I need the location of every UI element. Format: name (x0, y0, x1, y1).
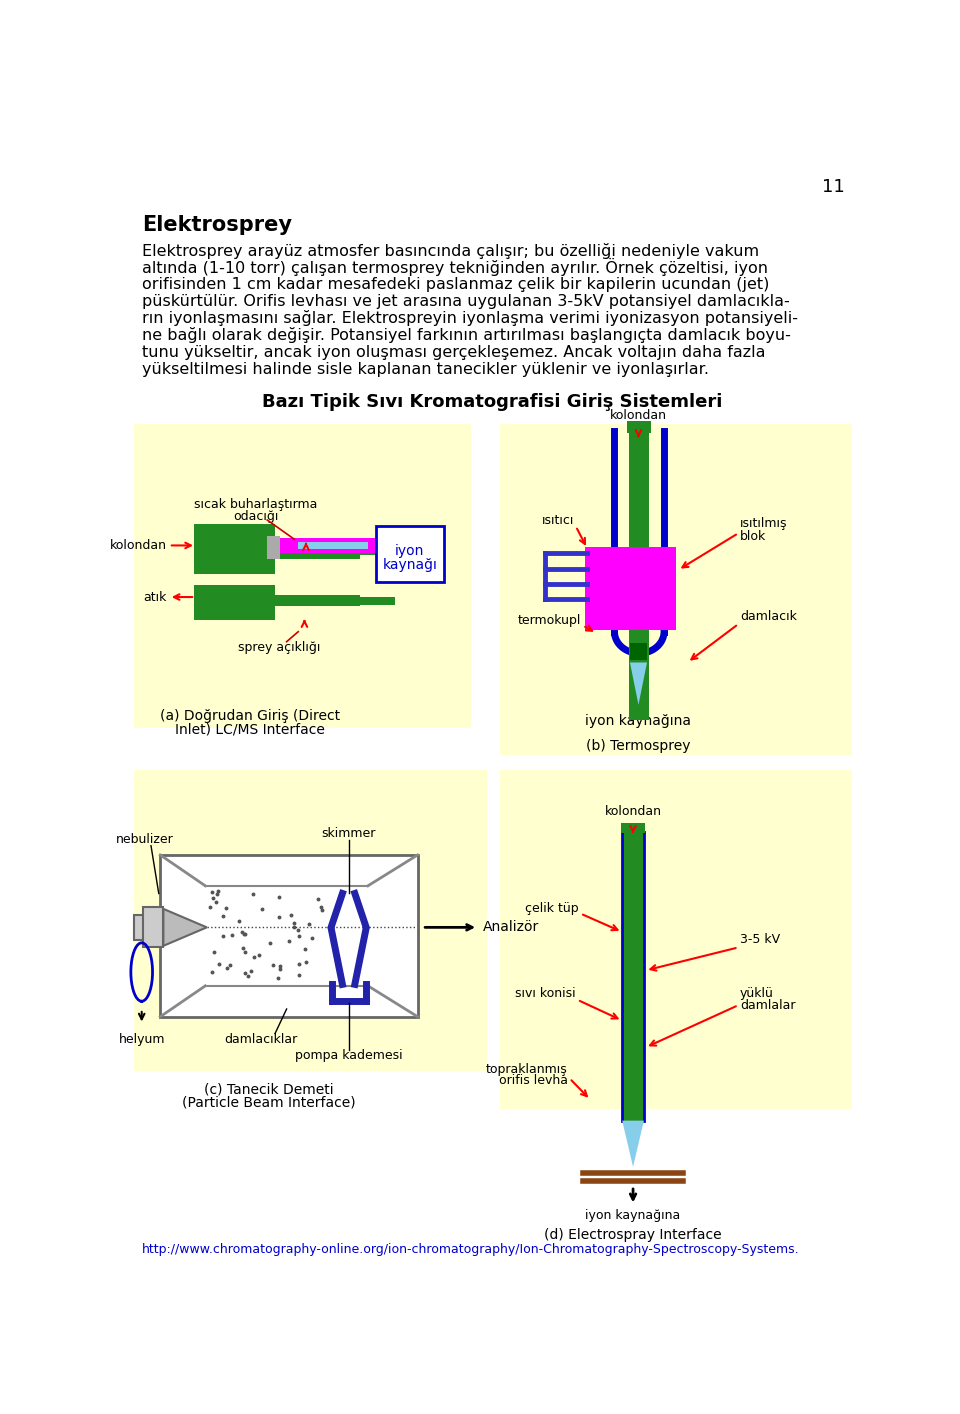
Bar (356, 542, 396, 554)
Text: nebulizer: nebulizer (116, 833, 174, 846)
Text: Elektrosprey: Elektrosprey (142, 215, 292, 235)
Text: orifisinden 1 cm kadar mesafedeki paslanmaz çelik bir kapilerin ucundan (jet): orifisinden 1 cm kadar mesafedeki paslan… (142, 277, 769, 291)
Text: ne bağlı olarak değişir. Potansiyel farkının artırılması başlangıçta damlacık bo: ne bağlı olarak değişir. Potansiyel fark… (142, 327, 791, 344)
Text: çelik tüp: çelik tüp (525, 902, 579, 915)
Bar (275, 537, 375, 553)
Text: topraklanmış: topraklanmış (486, 1062, 568, 1076)
Bar (500, 771, 852, 1109)
Text: Analizör: Analizör (483, 921, 539, 935)
Bar (194, 523, 275, 574)
Bar (134, 915, 163, 940)
Text: helyum: helyum (118, 1034, 165, 1046)
Bar (267, 536, 279, 560)
Polygon shape (163, 909, 206, 946)
Text: Inlet) LC/MS Interface: Inlet) LC/MS Interface (176, 723, 325, 737)
Bar (585, 547, 677, 631)
Text: (c) Tanecik Demeti: (c) Tanecik Demeti (204, 1083, 334, 1097)
Text: skimmer: skimmer (322, 827, 375, 840)
Text: (b) Termosprey: (b) Termosprey (587, 738, 691, 752)
Text: iyon: iyon (396, 544, 424, 559)
Bar (621, 823, 645, 833)
Bar (630, 643, 647, 660)
Text: rın iyonlaşmasını sağlar. Elektrospreyin iyonlaşma verimi iyonizasyon potansiyel: rın iyonlaşmasını sağlar. Elektrospreyin… (142, 310, 798, 327)
Bar (271, 537, 360, 559)
Text: (a) Doğrudan Giriş (Direct: (a) Doğrudan Giriş (Direct (160, 710, 340, 724)
Bar (375, 526, 444, 581)
Text: kolondan: kolondan (605, 805, 661, 819)
Text: yüklü: yüklü (740, 987, 774, 1000)
Text: (Particle Beam Interface): (Particle Beam Interface) (182, 1096, 355, 1110)
Text: altında (1-10 torr) çalışan termosprey tekniğinden ayrılır. Örnek çözeltisi, iyo: altında (1-10 torr) çalışan termosprey t… (142, 259, 768, 277)
Text: orifis levha: orifis levha (499, 1075, 568, 1087)
Text: http://www.chromatography-online.org/ion-chromatography/Ion-Chromatography-Spect: http://www.chromatography-online.org/ion… (142, 1243, 800, 1257)
Text: tunu yükseltir, ancak iyon oluşması gerçekleşemez. Ancak voltajın daha fazla: tunu yükseltir, ancak iyon oluşması gerç… (142, 345, 765, 359)
Text: pompa kademesi: pompa kademesi (295, 1049, 402, 1062)
Bar (299, 543, 368, 549)
Text: 11: 11 (822, 178, 845, 195)
Text: damlalar: damlalar (740, 1000, 796, 1012)
Text: püskürtülür. Orifis levhası ve jet arasına uygulanan 3-5kV potansiyel damlacıkla: püskürtülür. Orifis levhası ve jet arası… (142, 294, 789, 308)
Bar (134, 771, 487, 1070)
Text: ısıtıcı: ısıtıcı (541, 513, 574, 526)
Text: Elektrosprey arayüz atmosfer basıncında çalışır; bu özelliği nedeniyle vakum: Elektrosprey arayüz atmosfer basıncında … (142, 243, 758, 259)
Text: odacığı: odacığı (233, 509, 278, 523)
Polygon shape (622, 1121, 644, 1167)
Text: 3-5 kV: 3-5 kV (740, 933, 780, 946)
Bar (160, 855, 418, 1017)
Text: (d) Electrospray Interface: (d) Electrospray Interface (544, 1227, 722, 1241)
Polygon shape (630, 663, 647, 704)
Text: sprey açıklığı: sprey açıklığı (238, 641, 320, 653)
Bar (134, 424, 471, 728)
Bar (622, 831, 644, 1121)
Text: iyon kaynağına: iyon kaynağına (586, 714, 691, 728)
Text: damlacıklar: damlacıklar (225, 1034, 298, 1046)
Text: blok: blok (740, 530, 766, 543)
Bar (271, 595, 360, 605)
Text: ısıtılmış: ısıtılmış (740, 518, 787, 530)
Text: sıcak buharlaştırma: sıcak buharlaştırma (194, 498, 318, 510)
Text: termokupl: termokupl (517, 614, 581, 626)
Text: damlacık: damlacık (740, 609, 797, 622)
Bar (356, 597, 396, 605)
Text: iyon kaynağına: iyon kaynağına (586, 1209, 681, 1222)
Text: yükseltilmesi halinde sisle kaplanan tanecikler yüklenir ve iyonlaşırlar.: yükseltilmesi halinde sisle kaplanan tan… (142, 362, 708, 376)
Bar (143, 908, 163, 947)
Bar (500, 424, 852, 755)
Bar (629, 424, 649, 720)
Bar (627, 421, 651, 433)
Text: Bazı Tipik Sıvı Kromatografisi Giriş Sistemleri: Bazı Tipik Sıvı Kromatografisi Giriş Sis… (262, 393, 722, 411)
Text: sıvı konisi: sıvı konisi (516, 987, 576, 1000)
Text: kolondan: kolondan (109, 539, 166, 551)
Text: atık: atık (143, 591, 166, 604)
Bar (194, 585, 275, 621)
Text: kolondan: kolondan (610, 409, 667, 423)
Text: kaynağı: kaynağı (382, 557, 438, 571)
